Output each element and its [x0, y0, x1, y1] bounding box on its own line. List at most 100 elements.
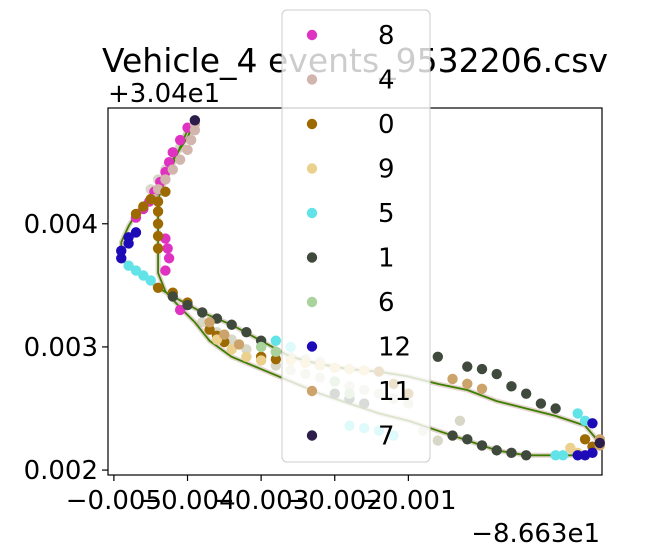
data-point — [557, 450, 569, 461]
y-tick-label: 0.002 — [24, 456, 98, 486]
legend-marker — [306, 29, 318, 41]
legend-marker — [306, 163, 318, 174]
legend-marker — [306, 118, 318, 130]
x-axis-ticks: −0.005−0.004−0.003−0.002−0.001 — [66, 475, 456, 516]
data-point — [174, 134, 186, 146]
legend-label: 5 — [378, 199, 395, 229]
data-point — [152, 218, 164, 229]
data-point — [241, 326, 252, 338]
data-point — [565, 442, 576, 454]
data-point — [174, 304, 186, 316]
series-12 — [116, 227, 598, 461]
legend-label: 4 — [378, 66, 395, 96]
x-offset-label: −8.663e1 — [471, 519, 600, 549]
data-point — [152, 230, 164, 242]
legend-box — [281, 9, 431, 463]
data-point — [476, 440, 488, 451]
legend-marker — [306, 207, 318, 219]
data-point — [520, 450, 532, 461]
legend-label: 6 — [378, 288, 395, 318]
data-point — [145, 275, 156, 286]
legend-label: 12 — [378, 333, 411, 363]
data-point — [167, 164, 178, 175]
x-tick-label: −0.002 — [287, 486, 383, 516]
data-point — [550, 450, 561, 461]
legend-marker — [306, 341, 318, 352]
background-point — [454, 415, 466, 427]
data-point — [130, 227, 142, 238]
data-point — [152, 196, 164, 207]
legend-label: 8 — [378, 21, 395, 51]
x-tick-label: −0.003 — [213, 486, 309, 516]
data-point — [270, 346, 282, 358]
data-point — [152, 243, 164, 254]
data-point — [491, 445, 502, 456]
data-point — [233, 339, 245, 350]
legend-marker — [306, 252, 318, 263]
data-point — [204, 317, 215, 328]
data-point — [462, 361, 473, 372]
series-1 — [167, 291, 561, 461]
data-point — [447, 430, 458, 441]
data-point — [270, 354, 282, 365]
data-point — [185, 134, 197, 146]
legend-label: 7 — [378, 422, 395, 452]
data-point — [587, 418, 598, 429]
legend-label: 9 — [378, 155, 395, 185]
data-point — [116, 245, 127, 257]
data-point — [197, 307, 208, 318]
data-point — [447, 373, 458, 385]
legend-marker — [306, 296, 318, 308]
data-point — [174, 154, 186, 165]
data-point — [189, 115, 201, 126]
data-point — [579, 434, 591, 445]
data-point — [270, 335, 282, 346]
data-point — [123, 260, 134, 271]
data-point — [491, 368, 502, 380]
background-point — [432, 435, 444, 446]
data-point — [160, 265, 171, 276]
data-point — [182, 299, 193, 311]
data-point — [160, 186, 171, 197]
data-point — [476, 383, 488, 394]
data-point — [138, 270, 149, 281]
data-point — [211, 334, 223, 345]
data-point — [520, 388, 532, 399]
data-point — [163, 253, 175, 264]
data-point — [572, 450, 583, 461]
data-point — [462, 434, 473, 445]
x-tick-label: −0.004 — [139, 486, 235, 516]
legend-label: 1 — [378, 244, 395, 274]
legend-marker — [306, 385, 318, 397]
x-tick-label: −0.005 — [66, 486, 162, 516]
data-point — [152, 282, 164, 294]
legend-marker — [306, 74, 318, 85]
data-point — [167, 147, 178, 158]
data-point — [462, 378, 473, 390]
legend: 8 4 0 9 5 1 6 12 11 7 — [281, 9, 431, 463]
data-point — [123, 238, 134, 249]
data-point — [130, 265, 142, 276]
data-point — [241, 351, 252, 362]
y-tick-label: 0.003 — [24, 333, 98, 363]
data-point — [226, 344, 237, 355]
data-point — [219, 329, 230, 340]
data-point — [130, 208, 142, 220]
data-point — [167, 291, 178, 302]
data-point — [138, 201, 149, 212]
data-point — [152, 206, 164, 217]
series-7 — [189, 115, 605, 449]
data-point — [506, 381, 517, 392]
data-point — [162, 243, 173, 254]
data-point — [550, 403, 561, 414]
data-point — [432, 351, 444, 362]
data-point — [535, 398, 547, 409]
legend-marker — [306, 430, 318, 441]
y-axis-ticks: 0.002 0.003 0.004 — [24, 210, 108, 486]
data-point — [255, 341, 267, 353]
data-point — [587, 447, 598, 459]
data-point — [255, 355, 267, 366]
data-point — [506, 447, 517, 459]
legend-label: 0 — [378, 110, 395, 140]
